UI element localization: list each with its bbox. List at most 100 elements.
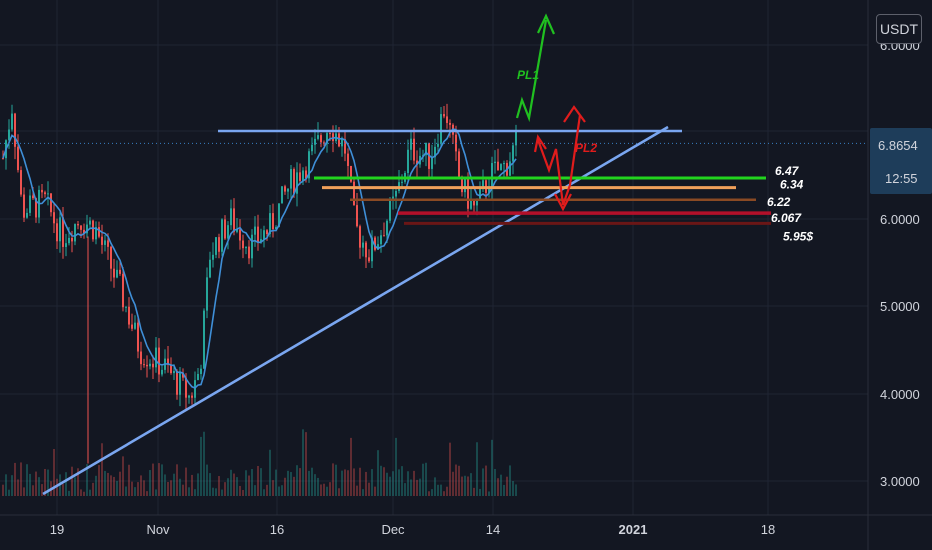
candle-body [77,224,79,226]
volume-bar [164,474,166,496]
candle-body [353,181,355,206]
volume-bar [275,469,277,496]
candle-body [434,146,436,158]
candle-body [266,230,268,235]
bearish-arrowhead-1 [533,134,547,153]
candle-body [110,246,112,269]
moving-average [2,128,517,389]
candle-body [290,169,292,189]
candle-body [500,164,502,171]
volume-bar [296,465,298,496]
volume-bar [197,473,199,496]
candle-body [20,170,22,195]
candle-body [299,172,301,181]
volume-bar [440,484,442,496]
candle-body [338,133,340,147]
candle-body [296,172,298,194]
volume-bar [437,484,439,496]
volume-bar [305,432,307,496]
volume-bar [11,475,13,496]
candle-body [503,163,505,165]
candle-body [254,226,256,235]
candle-body [224,219,226,239]
volume-bar [404,483,406,496]
candle-body [128,306,130,325]
volume-bar [116,480,118,496]
candle-body [17,146,19,171]
candle-body [215,237,217,255]
candle-body [125,306,127,308]
volume-bar [383,467,385,496]
volume-bar [248,475,250,496]
candle-body [200,368,202,374]
volume-bar [35,471,37,496]
volume-bar [266,484,268,496]
candle-body [395,190,397,197]
candle-body [269,213,271,235]
price-tick-label: 5.0000 [880,299,920,314]
volume-bar [155,489,157,496]
price-badge-bg [870,128,932,194]
candle-body [11,113,13,130]
volume-bar [17,479,19,496]
candle-body [488,188,490,193]
volume-bar [26,464,28,496]
volume-bar [311,467,313,496]
candle-body [332,133,334,142]
price-tick-label: 6.0000 [880,212,920,227]
volume-bar [137,482,139,496]
candle-body [407,149,409,173]
volume-bar [236,477,238,496]
candle-body [176,371,178,395]
candle-body [62,217,64,247]
candle-body [86,224,88,234]
volume-bars [2,429,517,496]
candle-body [425,142,427,156]
volume-bar [380,465,382,496]
candle-body [416,160,418,165]
candle-body [203,310,205,369]
candle-body [410,138,412,150]
volume-bar [56,478,58,496]
volume-bar [143,480,145,496]
candle-body [137,322,139,352]
volume-bar [80,489,82,496]
candle-body [179,372,181,395]
volume-bar [263,489,265,496]
volume-bar [161,464,163,496]
candle-body [413,138,415,161]
volume-bar [356,485,358,496]
volume-bar [257,465,259,496]
volume-bar [287,470,289,496]
volume-bar [374,486,376,496]
volume-bar [353,468,355,496]
candle-body [212,254,214,260]
candle-body [122,273,124,308]
volume-bar [188,487,190,496]
candle-body [32,195,34,199]
candle-body [470,198,472,209]
candle-body [119,269,121,274]
volume-bar [83,491,85,496]
time-tick-label: 18 [761,522,775,537]
candle-body [359,226,361,248]
volume-bar [323,483,325,496]
annotation-pl1: PL1 [517,68,539,82]
candle-body [464,178,466,193]
support-level-label: 5.95$ [783,229,813,243]
volume-bar [77,468,79,496]
time-axis[interactable]: 19 Nov 16 Dec 14 2021 18 [50,522,775,537]
currency-label[interactable]: USDT [876,14,922,44]
current-price-value: 6.8654 [878,138,918,153]
bearish-arrowhead-3 [563,105,586,123]
volume-bar [506,476,508,496]
bar-countdown: 12:55 [885,171,918,186]
candle-body [56,223,58,242]
volume-bar [326,486,328,496]
volume-bar [494,468,496,496]
candle-body [494,161,496,164]
candle-body [314,138,316,145]
volume-bar [74,477,76,496]
volume-bar [98,465,100,496]
